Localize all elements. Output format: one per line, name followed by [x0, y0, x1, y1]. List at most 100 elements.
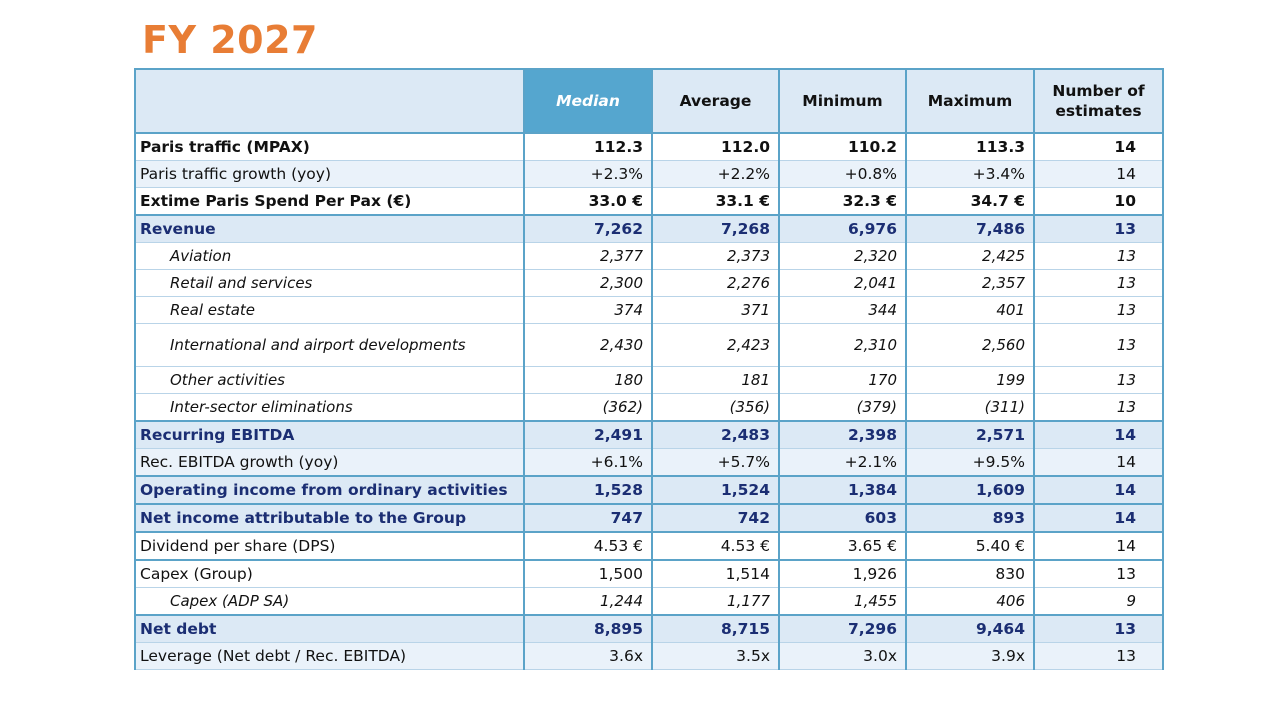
cell-count: 14	[1033, 160, 1164, 188]
cell-count: 14	[1033, 531, 1164, 561]
cell-minimum: 110.2	[778, 132, 907, 161]
row-label: Paris traffic growth (yoy)	[134, 160, 525, 188]
cell-median: 3.6x	[523, 642, 653, 670]
cell-median: 112.3	[523, 132, 653, 161]
cell-minimum: 603	[778, 503, 907, 533]
table-row: Net income attributable to the Group 747…	[134, 503, 1164, 533]
row-label: Extime Paris Spend Per Pax (€)	[134, 187, 525, 216]
row-label: Net debt	[134, 614, 525, 643]
table-row: Paris traffic (MPAX) 112.3 112.0 110.2 1…	[134, 132, 1164, 161]
table-row: Retail and services 2,300 2,276 2,041 2,…	[134, 269, 1164, 297]
cell-minimum: 2,398	[778, 420, 907, 449]
cell-median: 2,377	[523, 242, 653, 270]
table-row: Dividend per share (DPS) 4.53 € 4.53 € 3…	[134, 531, 1164, 561]
row-label: Retail and services	[134, 269, 525, 297]
cell-minimum: (379)	[778, 393, 907, 422]
cell-count: 13	[1033, 323, 1164, 367]
cell-average: 33.1 €	[651, 187, 780, 216]
cell-median: +2.3%	[523, 160, 653, 188]
row-label: Recurring EBITDA	[134, 420, 525, 449]
table-row: Capex (Group) 1,500 1,514 1,926 830 13	[134, 559, 1164, 588]
table-row: Paris traffic growth (yoy) +2.3% +2.2% +…	[134, 160, 1164, 188]
cell-median: (362)	[523, 393, 653, 422]
cell-maximum: 1,609	[905, 475, 1035, 505]
cell-average: 1,524	[651, 475, 780, 505]
cell-count: 13	[1033, 614, 1164, 643]
cell-count: 14	[1033, 475, 1164, 505]
cell-minimum: 2,041	[778, 269, 907, 297]
cell-median: 2,300	[523, 269, 653, 297]
cell-minimum: 3.65 €	[778, 531, 907, 561]
cell-minimum: 344	[778, 296, 907, 324]
estimates-table: Median Average Minimum Maximum Number of…	[134, 68, 1164, 670]
cell-average: 371	[651, 296, 780, 324]
cell-minimum: 2,320	[778, 242, 907, 270]
cell-average: 2,373	[651, 242, 780, 270]
cell-count: 13	[1033, 393, 1164, 422]
cell-average: 181	[651, 366, 780, 394]
header-average: Average	[651, 68, 780, 134]
table-row: Recurring EBITDA 2,491 2,483 2,398 2,571…	[134, 420, 1164, 449]
row-label: Aviation	[134, 242, 525, 270]
cell-average: 2,423	[651, 323, 780, 367]
cell-median: 374	[523, 296, 653, 324]
table-row: Other activities 180 181 170 199 13	[134, 366, 1164, 394]
cell-average: 8,715	[651, 614, 780, 643]
row-label: Rec. EBITDA growth (yoy)	[134, 448, 525, 477]
cell-maximum: 7,486	[905, 214, 1035, 243]
row-label: Paris traffic (MPAX)	[134, 132, 525, 161]
cell-average: 4.53 €	[651, 531, 780, 561]
cell-minimum: 7,296	[778, 614, 907, 643]
cell-average: 1,514	[651, 559, 780, 588]
cell-average: +5.7%	[651, 448, 780, 477]
cell-maximum: 199	[905, 366, 1035, 394]
cell-average: 2,276	[651, 269, 780, 297]
cell-maximum: 2,571	[905, 420, 1035, 449]
cell-median: +6.1%	[523, 448, 653, 477]
cell-minimum: 1,926	[778, 559, 907, 588]
cell-average: 2,483	[651, 420, 780, 449]
cell-minimum: 1,455	[778, 587, 907, 616]
cell-minimum: 1,384	[778, 475, 907, 505]
row-label: Revenue	[134, 214, 525, 243]
cell-maximum: (311)	[905, 393, 1035, 422]
cell-average: (356)	[651, 393, 780, 422]
row-label: Net income attributable to the Group	[134, 503, 525, 533]
cell-count: 14	[1033, 420, 1164, 449]
header-label-cell	[134, 68, 525, 134]
cell-average: +2.2%	[651, 160, 780, 188]
row-label: International and airport developments	[134, 323, 525, 367]
header-minimum: Minimum	[778, 68, 907, 134]
row-label: Leverage (Net debt / Rec. EBITDA)	[134, 642, 525, 670]
cell-maximum: 2,560	[905, 323, 1035, 367]
cell-maximum: 406	[905, 587, 1035, 616]
cell-count: 14	[1033, 448, 1164, 477]
table-row: International and airport developments 2…	[134, 323, 1164, 367]
cell-average: 742	[651, 503, 780, 533]
cell-count: 13	[1033, 214, 1164, 243]
cell-median: 8,895	[523, 614, 653, 643]
cell-average: 7,268	[651, 214, 780, 243]
cell-count: 13	[1033, 269, 1164, 297]
cell-count: 9	[1033, 587, 1164, 616]
cell-minimum: 32.3 €	[778, 187, 907, 216]
row-label: Capex (Group)	[134, 559, 525, 588]
cell-median: 1,244	[523, 587, 653, 616]
cell-maximum: 9,464	[905, 614, 1035, 643]
row-label: Capex (ADP SA)	[134, 587, 525, 616]
cell-maximum: +9.5%	[905, 448, 1035, 477]
table-header-row: Median Average Minimum Maximum Number of…	[134, 68, 1164, 134]
cell-minimum: +0.8%	[778, 160, 907, 188]
row-label: Inter-sector eliminations	[134, 393, 525, 422]
cell-median: 1,500	[523, 559, 653, 588]
cell-maximum: 401	[905, 296, 1035, 324]
cell-count: 13	[1033, 559, 1164, 588]
row-label: Real estate	[134, 296, 525, 324]
header-median: Median	[523, 68, 653, 134]
table-row: Rec. EBITDA growth (yoy) +6.1% +5.7% +2.…	[134, 448, 1164, 477]
cell-maximum: +3.4%	[905, 160, 1035, 188]
cell-average: 3.5x	[651, 642, 780, 670]
cell-maximum: 5.40 €	[905, 531, 1035, 561]
cell-median: 4.53 €	[523, 531, 653, 561]
header-number-of-estimates: Number of estimates	[1033, 68, 1164, 134]
